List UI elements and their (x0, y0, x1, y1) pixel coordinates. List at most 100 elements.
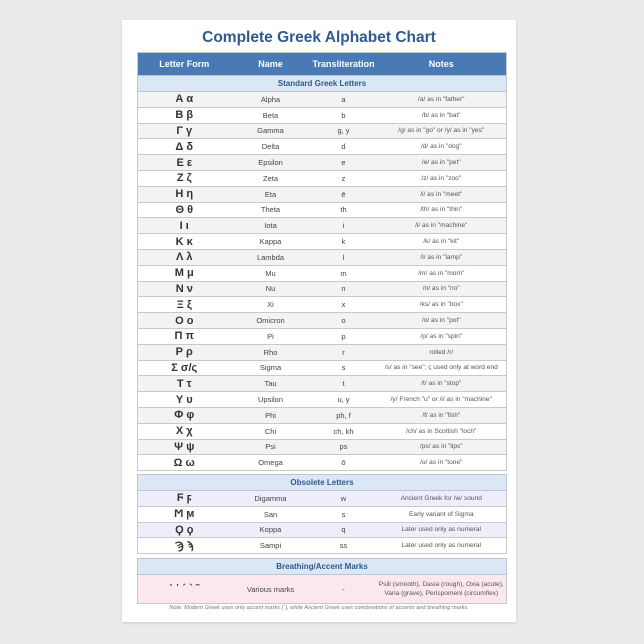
cell-letter-form: Ρ ρ (137, 344, 231, 361)
cell-letter-form: Υ υ (137, 391, 231, 408)
cell-letter-form: Λ λ (137, 249, 231, 266)
cell-letter-form: Ϻ ϻ (137, 506, 231, 523)
table-row: Ε ε Epsilon e/e/ as in "pet" (137, 154, 507, 171)
cell-name: Iota (230, 217, 311, 235)
cell-notes: /ps/ as in "lips" (376, 439, 507, 456)
cell-letter-form: Ν ν (137, 281, 231, 298)
table-row: Ϙ ϙ Koppa q Later used only as numeral (137, 522, 507, 539)
cell-letter-form: Ω ω (137, 454, 231, 472)
table-row: Α α Alpha a/a/ as in "father" (137, 91, 507, 108)
cell-transliteration: th (310, 202, 377, 219)
cell-letter-form: Π π (137, 328, 231, 345)
cell-name: Delta (230, 138, 311, 156)
cell-transliteration: p (310, 328, 377, 345)
cell-letter-form: Κ κ (137, 233, 231, 250)
table-row: Ϝ ϝ Digamma w Ancient Greek for /w/ sound (137, 490, 507, 507)
cell-transliteration: r (310, 344, 377, 361)
table-row: Ϡ ϡ Sampi ss Later used only as numeral (137, 537, 507, 555)
cell-transliteration: n (310, 281, 377, 298)
cell-notes: /n/ as in "no" (376, 281, 507, 298)
cell-letter-form: Ε ε (137, 154, 231, 171)
header-transliteration: Transliteration (310, 52, 377, 76)
cell-letter-form: Α α (137, 91, 231, 108)
cell-letter-form: Β β (137, 107, 231, 124)
table-row: Ω ω Omega ō/o/ as in "tone" (137, 454, 507, 472)
header-notes: Notes (376, 52, 507, 76)
cell-transliteration: s (310, 506, 377, 523)
cell-name: Omega (230, 454, 311, 472)
cell-name: Phi (230, 407, 311, 424)
cell-letter-form: Δ δ (137, 138, 231, 156)
cell-transliteration: i (310, 217, 377, 235)
cell-name: Eta (230, 186, 311, 203)
table-row: Θ θ Theta th/th/ as in "thin" (137, 202, 507, 219)
table-row: Ϻ ϻ San s Early variant of Sigma (137, 506, 507, 523)
cell-notes: /ch/ as in Scottish "loch" (376, 423, 507, 440)
table-row: Ρ ρ Rho r rolled /r/ (137, 344, 507, 361)
cell-notes: /o/ as in "pot" (376, 312, 507, 329)
cell-transliteration: l (310, 249, 377, 266)
cell-name: Beta (230, 107, 311, 124)
cell-notes: /ks/ as in "box" (376, 296, 507, 314)
cell-notes: /e/ as in "pet" (376, 154, 507, 171)
cell-name: Gamma (230, 123, 311, 140)
cell-transliteration: ō (310, 454, 377, 472)
cell-notes: /i/ as in "meet" (376, 186, 507, 203)
section-title: Standard Greek Letters (137, 75, 507, 92)
section-standard: Standard Greek Letters (137, 75, 507, 92)
cell-name: Nu (230, 281, 311, 298)
cell-notes: Later used only as numeral (376, 537, 507, 555)
table-row: ᾿ ῾ ´ ` ῀ Various marks - Psili (smooth), D… (137, 574, 507, 604)
cell-transliteration: z (310, 170, 377, 187)
cell-notes: Psili (smooth), Dasia (rough), Oxia (acu… (376, 574, 507, 604)
cell-transliteration: ē (310, 186, 377, 203)
cell-notes: Ancient Greek for /w/ sound (376, 490, 507, 507)
breathing-table: Breathing/Accent Marks ᾿ ῾ ´ ` ῀ Various m… (137, 558, 507, 604)
cell-name: Omicron (230, 312, 311, 329)
cell-notes: /th/ as in "thin" (376, 202, 507, 219)
table-row: Σ σ/ς Sigma s/s/ as in "see"; ς used only … (137, 360, 507, 377)
standard-table: Letter Form Name Transliteration Notes S… (137, 52, 507, 472)
cell-name: Alpha (230, 91, 311, 108)
cell-letter-form: Σ σ/ς (137, 360, 231, 377)
cell-notes: /o/ as in "tone" (376, 454, 507, 472)
cell-name: Zeta (230, 170, 311, 187)
cell-name: Koppa (230, 522, 311, 539)
cell-letter-form: Φ φ (137, 407, 231, 424)
cell-name: Mu (230, 265, 311, 282)
table-row: Ψ ψ Psi ps/ps/ as in "lips" (137, 439, 507, 456)
cell-letter-form: Μ μ (137, 265, 231, 282)
table-row: Η η Eta ē/i/ as in "meet" (137, 186, 507, 203)
cell-letter-form: ᾿ ῾ ´ ` ῀ (137, 574, 231, 604)
cell-name: Various marks (230, 574, 311, 604)
cell-name: Tau (230, 375, 311, 393)
cell-transliteration: d (310, 138, 377, 156)
cell-notes: /g/ as in "go" or /y/ as in "yes" (376, 123, 507, 140)
cell-notes: /a/ as in "father" (376, 91, 507, 108)
table-row: Λ λ Lambda l/l/ as in "lamp" (137, 249, 507, 266)
cell-notes: /t/ as in "stop" (376, 375, 507, 393)
cell-letter-form: Η η (137, 186, 231, 203)
cell-notes: /f/ as in "fish" (376, 407, 507, 424)
cell-transliteration: e (310, 154, 377, 171)
page-title: Complete Greek Alphabet Chart (202, 29, 436, 46)
cell-transliteration: - (310, 574, 377, 604)
cell-name: Sigma (230, 360, 311, 377)
cell-notes: /b/ as in "bat" (376, 107, 507, 124)
table-row: Γ γ Gamma g, y/g/ as in "go" or /y/ as in … (137, 123, 507, 140)
cell-transliteration: w (310, 490, 377, 507)
table-row: Υ υ Upsilon u, y/y/ French "u" or /i/ as i… (137, 391, 507, 408)
table-row: Φ φ Phi ph, f/f/ as in "fish" (137, 407, 507, 424)
cell-letter-form: Ζ ζ (137, 170, 231, 187)
section-obsolete: Obsolete Letters (137, 474, 507, 491)
table-row: Τ τ Tau t/t/ as in "stop" (137, 375, 507, 393)
cell-letter-form: Ο ο (137, 312, 231, 329)
cell-transliteration: ph, f (310, 407, 377, 424)
cell-name: Xi (230, 296, 311, 314)
cell-transliteration: m (310, 265, 377, 282)
obsolete-table: Obsolete Letters Ϝ ϝ Digamma w Ancient Greek… (137, 474, 507, 555)
cell-letter-form: Ψ ψ (137, 439, 231, 456)
cell-letter-form: Ϙ ϙ (137, 522, 231, 539)
table-row: Ν ν Nu n/n/ as in "no" (137, 281, 507, 298)
table-row: Μ μ Mu m/m/ as in "mom" (137, 265, 507, 282)
